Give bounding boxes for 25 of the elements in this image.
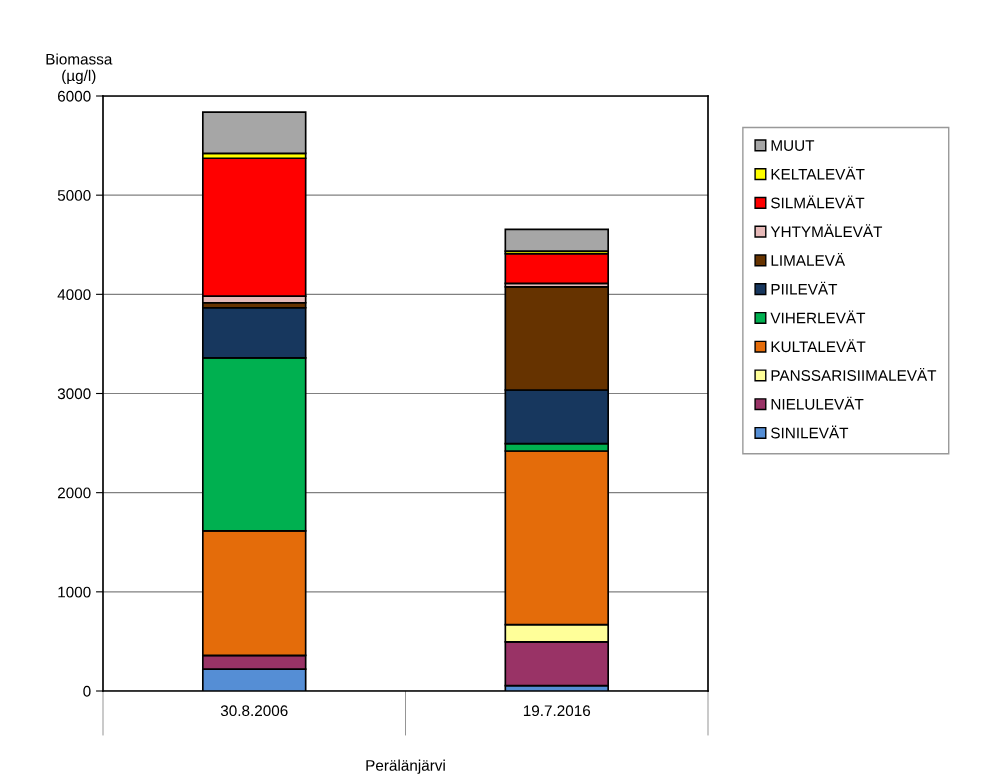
legend-label: NIELULEVÄT <box>771 396 864 410</box>
y-tick-label: 1000 <box>58 586 91 598</box>
bar <box>201 111 307 155</box>
legend-label: PIILEVÄT <box>771 281 838 295</box>
legend-label: SINILEVÄT <box>771 425 849 439</box>
bar <box>504 252 610 285</box>
y-tick-label: 6000 <box>57 90 91 102</box>
y-axis-title: Biomassa (µg/l) <box>46 53 113 85</box>
legend-label: PANSSARISIIMALEVÄT <box>771 367 937 381</box>
legend-label: KULTALEVÄT <box>771 339 866 353</box>
legend-label: SILMÄLEVÄT <box>771 195 865 209</box>
legend-label: MUUT <box>771 140 815 151</box>
legend-label: KELTALEVÄT <box>771 166 865 180</box>
x-axis-title: Perälänjärvi <box>366 759 445 774</box>
y-tick-label: 3000 <box>57 388 91 400</box>
x-tick-label: 30.8.2006 <box>220 705 288 717</box>
legend-label: LIMALEVÄ <box>771 252 846 266</box>
y-tick-label: 2000 <box>57 487 91 499</box>
legend-label: VIHERLEVÄT <box>770 310 866 324</box>
bar <box>504 228 610 253</box>
x-tick-label: 19.7.2016 <box>523 705 591 717</box>
y-tick-label: 0 <box>83 685 91 697</box>
y-tick-label: 4000 <box>57 289 91 301</box>
y-tick-label: 5000 <box>57 190 91 201</box>
legend-label: YHTYMÄLEVÄT <box>770 224 883 237</box>
